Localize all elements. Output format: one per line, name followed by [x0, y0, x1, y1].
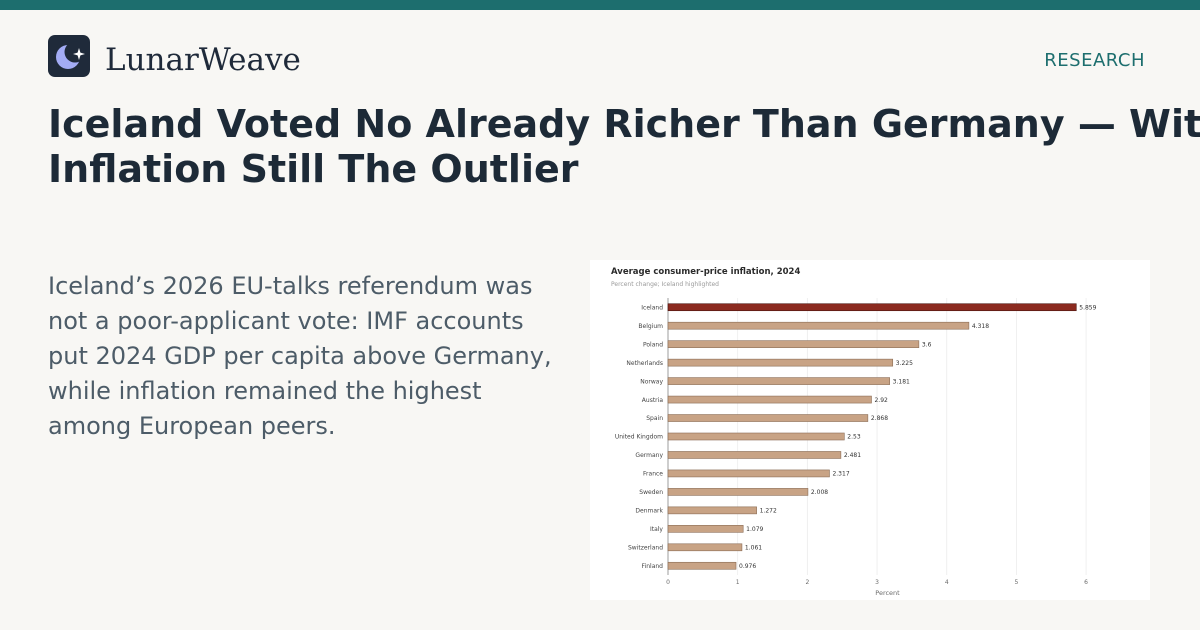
bar — [667, 451, 842, 459]
chart-subtitle: Percent change; Iceland highlighted — [611, 281, 719, 288]
data-label: 4.318 — [972, 323, 989, 330]
y-tick-label: Sweden — [639, 489, 663, 496]
bar — [667, 340, 920, 348]
top-accent-bar — [0, 0, 1200, 10]
data-label: 3.225 — [896, 360, 913, 367]
chart-title: Average consumer-price inflation, 2024 — [611, 267, 800, 277]
y-tick-label: Poland — [643, 341, 663, 348]
bar — [667, 395, 872, 404]
y-tick-label: Switzerland — [628, 545, 663, 552]
headline-container: Iceland Voted No Already Richer Than Ger… — [48, 102, 1200, 192]
brand-name[interactable]: LunarWeave — [105, 42, 301, 78]
crescent-moon-star-icon — [56, 41, 86, 69]
bar — [667, 506, 757, 515]
headline: Iceland Voted No Already Richer Than Ger… — [48, 102, 1200, 192]
inflation-bar-chart: Average consumer-price inflation, 2024 Pe… — [611, 267, 1097, 597]
data-label: 1.272 — [760, 508, 777, 515]
data-label: 2.868 — [871, 415, 888, 422]
y-tick-label: Denmark — [635, 508, 663, 515]
data-label: 1.079 — [746, 526, 763, 533]
y-tick-label: Iceland — [641, 304, 663, 311]
bar — [667, 543, 743, 552]
bar — [667, 321, 970, 330]
bar — [667, 469, 830, 478]
data-label: 2.317 — [832, 471, 849, 478]
data-label: 2.92 — [874, 397, 888, 404]
bar — [667, 561, 737, 570]
data-label: 2.481 — [844, 452, 861, 459]
y-tick-label: Austria — [642, 397, 664, 404]
headline-line: Inflation Still The Outlier — [48, 147, 579, 191]
data-label: 2.53 — [847, 434, 861, 441]
chart-card: Average consumer-price inflation, 2024 Pe… — [590, 260, 1150, 600]
logo[interactable] — [48, 35, 90, 77]
data-label: 3.6 — [922, 341, 932, 348]
y-tick-label: United Kingdom — [615, 434, 663, 441]
bar — [667, 488, 809, 496]
y-tick-label: Finland — [642, 563, 664, 570]
bar — [667, 377, 890, 385]
x-tick-label: 5 — [1014, 579, 1018, 586]
y-tick-label: Belgium — [638, 323, 663, 330]
x-tick-label: 2 — [805, 579, 809, 586]
headline-line: Iceland Voted No Already Richer Than Ger… — [48, 102, 1200, 146]
bar — [667, 358, 894, 367]
bar — [667, 414, 869, 422]
data-label: 2.008 — [811, 489, 828, 496]
y-tick-label: Spain — [646, 415, 663, 422]
x-tick-label: 6 — [1084, 579, 1088, 586]
y-tick-label: France — [643, 471, 663, 478]
bar — [667, 525, 744, 533]
section-label[interactable]: RESEARCH — [1044, 50, 1145, 71]
x-tick-label: 1 — [736, 579, 740, 586]
y-tick-label: Germany — [635, 452, 663, 459]
dek: Iceland’s 2026 EU-talks referendum was n… — [48, 272, 552, 440]
x-axis-label: Percent — [875, 589, 900, 597]
y-tick-label: Italy — [650, 526, 663, 533]
x-tick-label: 0 — [666, 579, 670, 586]
bar — [667, 432, 845, 441]
y-tick-label: Norway — [640, 378, 663, 385]
x-tick-label: 4 — [945, 579, 949, 586]
x-tick-label: 3 — [875, 579, 879, 586]
data-label: 1.061 — [745, 545, 762, 552]
y-tick-label: Netherlands — [626, 360, 663, 367]
data-label: 3.181 — [893, 378, 910, 385]
bar-highlighted — [667, 303, 1077, 312]
data-label: 0.976 — [739, 563, 756, 570]
data-label: 5.859 — [1079, 304, 1096, 311]
